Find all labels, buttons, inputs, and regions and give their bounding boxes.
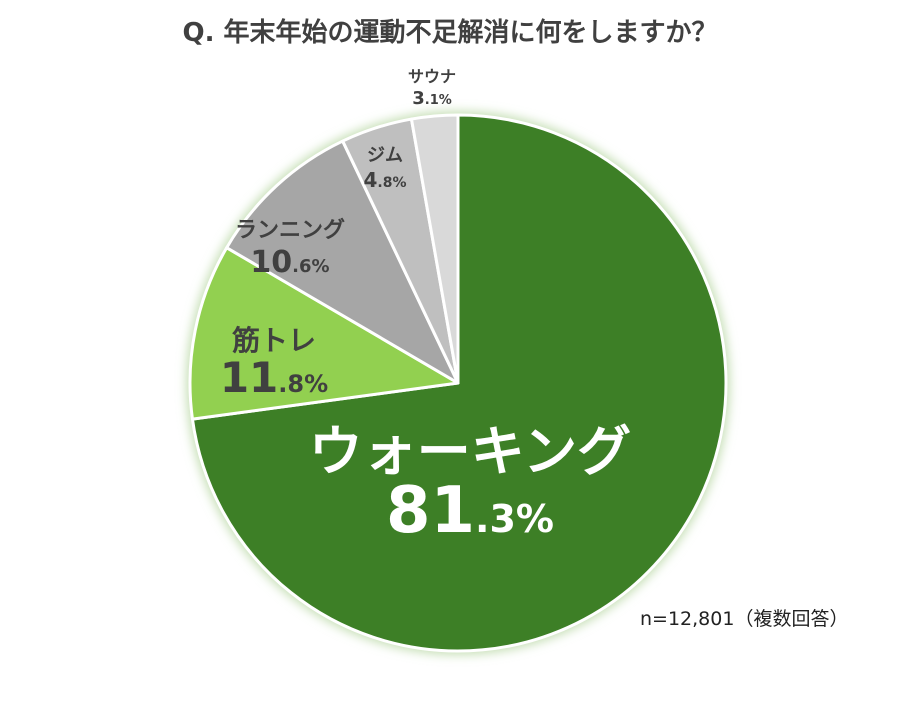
slice-value-label: 10.6% <box>250 245 329 280</box>
slice-value-label: 3.1% <box>412 88 452 109</box>
slice-value-label: 4.8% <box>363 168 406 192</box>
slice-value-integer: 4 <box>363 168 377 192</box>
slice-value-label: 81.3% <box>386 474 554 548</box>
slice-value-integer: 81 <box>386 474 475 548</box>
slice-value-decimal: .8% <box>377 175 406 191</box>
slice-label: ランニング <box>235 217 345 243</box>
sample-size-note: n=12,801（複数回答） <box>640 608 849 630</box>
pie-slice <box>225 139 460 385</box>
slice-value-label: 11.8% <box>220 353 328 402</box>
slice-label: サウナ <box>408 67 456 86</box>
chart-title: Q. 年末年始の運動不足解消に何をしますか？ <box>182 18 718 48</box>
slice-label: ジム <box>367 145 403 166</box>
slice-label: 筋トレ <box>232 324 316 357</box>
slice-value-integer: 3 <box>412 88 425 109</box>
slice-value-integer: 10 <box>250 245 292 280</box>
slice-value-decimal: .3% <box>475 497 554 541</box>
pie-slice <box>188 246 460 421</box>
pie-slice <box>409 113 460 385</box>
slice-value-decimal: .1% <box>425 93 452 108</box>
slice-value-integer: 11 <box>220 353 278 402</box>
slice-label: ウォーキング <box>309 420 631 483</box>
slice-value-decimal: .6% <box>292 256 329 277</box>
slice-value-decimal: .8% <box>278 370 328 398</box>
